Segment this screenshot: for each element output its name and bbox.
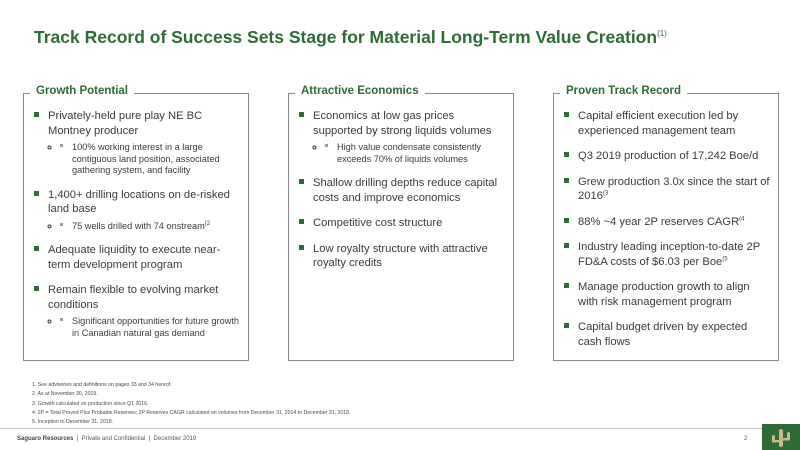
list-item-text: Q3 2019 production of 17,242 Boe/d (578, 150, 759, 162)
square-bullet-icon (564, 283, 569, 288)
footnote-ref: (4 (739, 215, 745, 222)
list-item-text: Capital efficient execution led by exper… (578, 110, 739, 137)
footer-company: Saguaro Resources (17, 436, 74, 442)
sub-list-item-text: 75 wells drilled with 74 onstream (72, 220, 205, 231)
list-item-text: Privately-held pure play NE BC Montney p… (48, 110, 203, 137)
list-item: Adequate liquidity to execute near-term … (34, 243, 240, 272)
sub-bullet-icon (60, 318, 63, 321)
sub-list-item-text: 100% working interest in a large contigu… (72, 142, 220, 175)
list-item-text: 1,400+ drilling locations on de-risked l… (48, 188, 230, 216)
sub-list-item-text: High value condensate consistently excee… (337, 142, 482, 164)
list-item: Grew production 3.0x since the start of … (564, 175, 770, 204)
list-item-text: Capital budget driven by expected cash f… (578, 321, 748, 348)
square-bullet-icon (299, 179, 304, 184)
column-growth-potential: Growth Potential Privately-held pure pla… (23, 85, 249, 361)
square-bullet-icon (564, 323, 569, 328)
column-heading: Proven Track Record (560, 85, 688, 97)
footer-rest: | Private and Confidential | December 20… (73, 436, 197, 442)
footnote-line: 1. See advisories and definitions on pag… (32, 382, 172, 388)
square-bullet-icon (564, 243, 569, 248)
column-heading: Attractive Economics (295, 85, 425, 97)
list-item-text: Manage production growth to align with r… (578, 281, 750, 308)
page-title-text: Track Record of Success Sets Stage for M… (34, 27, 658, 47)
footnote-ref: (2 (204, 220, 211, 227)
list-item-text: Low royalty structure with attractive ro… (313, 242, 488, 270)
square-bullet-icon (34, 286, 39, 291)
footer-divider (0, 428, 800, 429)
page-title: Track Record of Success Sets Stage for M… (34, 27, 667, 48)
square-bullet-icon (564, 152, 569, 157)
square-bullet-icon (564, 217, 569, 223)
list-item: Q3 2019 production of 17,242 Boe/d (564, 149, 770, 164)
bullet-list: Economics at low gas prices supported by… (299, 109, 505, 282)
square-bullet-icon (34, 112, 39, 117)
list-item: Capital budget driven by expected cash f… (564, 320, 770, 349)
sub-list-item: Significant opportunities for future gro… (60, 316, 240, 339)
footnote-line: 2. As at November 30, 2019. (32, 391, 98, 398)
list-item-text: Adequate liquidity to execute near-term … (48, 244, 221, 271)
sub-list-item: 75 wells drilled with 74 onstream(2 (60, 220, 240, 233)
square-bullet-icon (299, 244, 304, 250)
list-item: Manage production growth to align with r… (564, 280, 770, 309)
sub-bullet-icon (60, 144, 63, 147)
footnote-line: 3. Growth calculated on production since… (32, 400, 149, 407)
square-bullet-icon (299, 112, 304, 117)
list-item-text: Grew production 3.0x since the start of … (578, 175, 770, 203)
column-heading: Growth Potential (30, 85, 134, 97)
footnote-ref: (3 (602, 190, 609, 197)
column-attractive-economics: Attractive Economics Economics at low ga… (288, 85, 514, 361)
list-item: 1,400+ drilling locations on de-risked l… (34, 188, 240, 233)
list-item: Capital efficient execution led by exper… (564, 109, 770, 138)
sub-bullet-icon (325, 144, 328, 147)
list-item: Competitive cost structure (299, 216, 505, 231)
square-bullet-icon (564, 177, 569, 183)
square-bullet-icon (34, 190, 39, 196)
bullet-list: Capital efficient execution led by exper… (564, 109, 770, 360)
list-item-text: Economics at low gas prices supported by… (313, 110, 492, 137)
page-number: 2 (744, 436, 748, 442)
sub-list-item-text: Significant opportunities for future gro… (72, 316, 239, 338)
footnotes: 1. See advisories and definitions on pag… (32, 381, 552, 427)
saguaro-logo-icon (762, 424, 800, 450)
list-item: Low royalty structure with attractive ro… (299, 242, 505, 271)
square-bullet-icon (299, 219, 304, 224)
sub-list: 75 wells drilled with 74 onstream(2 (48, 220, 240, 233)
list-item: Economics at low gas prices supported by… (299, 109, 505, 165)
footnote-line: 4. 2P = Total Proved Plus Probable Reser… (32, 409, 351, 416)
list-item-text: 88% ~4 year 2P reserves CAGR (578, 215, 740, 228)
sub-list-item: High value condensate consistently excee… (325, 142, 505, 165)
footnote-ref: (5 (722, 255, 728, 262)
list-item-text: Remain flexible to evolving market condi… (48, 284, 219, 311)
list-item: Shallow drilling depths reduce capital c… (299, 176, 505, 205)
list-item: Privately-held pure play NE BC Montney p… (34, 109, 240, 177)
list-item-text: Shallow drilling depths reduce capital c… (313, 177, 498, 204)
sub-bullet-icon (60, 222, 63, 226)
square-bullet-icon (34, 246, 39, 251)
square-bullet-icon (564, 112, 569, 117)
footnote-line: 5. Inception to December 31, 2018. (32, 419, 114, 426)
sub-list: 100% working interest in a large contigu… (48, 142, 240, 177)
footer-text: Saguaro Resources | Private and Confiden… (17, 436, 196, 442)
sub-list: Significant opportunities for future gro… (48, 316, 240, 339)
list-item: Remain flexible to evolving market condi… (34, 283, 240, 339)
sub-list-item: 100% working interest in a large contigu… (60, 142, 240, 177)
bullet-list: Privately-held pure play NE BC Montney p… (34, 109, 240, 350)
list-item-text: Industry leading inception-to-date 2P FD… (578, 241, 761, 268)
sub-list: High value condensate consistently excee… (313, 142, 505, 165)
list-item-text: Competitive cost structure (313, 217, 443, 229)
list-item: Industry leading inception-to-date 2P FD… (564, 240, 770, 269)
list-item: 88% ~4 year 2P reserves CAGR(4 (564, 215, 770, 230)
column-proven-track-record: Proven Track Record Capital efficient ex… (553, 85, 779, 361)
title-footnote-ref: (1) (657, 29, 667, 39)
